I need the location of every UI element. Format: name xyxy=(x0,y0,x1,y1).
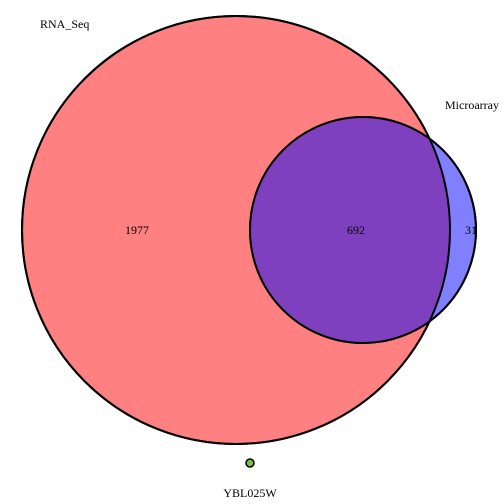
set-label-rna-seq: RNA_Seq xyxy=(40,17,89,31)
outlier-marker xyxy=(246,459,254,467)
region-count-rna-seq-only: 1977 xyxy=(125,223,149,237)
outlier-label: YBL025W xyxy=(223,486,277,500)
region-count-both: 692 xyxy=(347,223,365,237)
set-label-microarray: Microarray xyxy=(445,98,499,112)
region-count-microarray-only: 31 xyxy=(465,223,477,237)
